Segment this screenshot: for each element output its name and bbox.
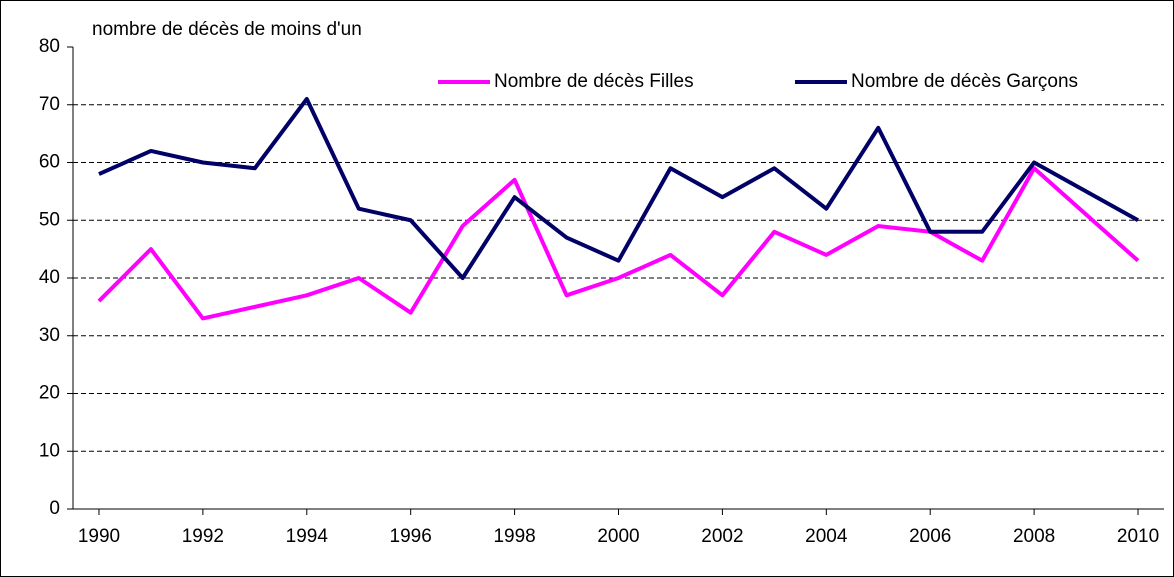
- y-tick-label: 50: [39, 209, 60, 230]
- x-tick-label: 2000: [597, 526, 639, 547]
- y-tick-label: 20: [39, 383, 60, 404]
- x-tick-label: 2010: [1117, 526, 1159, 547]
- y-tick-label: 30: [39, 325, 60, 346]
- y-axis-label: nombre de décès de moins d'un: [92, 19, 362, 40]
- series-line: [98, 96, 1139, 280]
- y-tick-label: 70: [39, 94, 60, 115]
- x-tick-label: 2008: [1013, 526, 1055, 547]
- x-tick-label: 1998: [493, 526, 535, 547]
- legend-background: [418, 62, 1153, 104]
- y-tick-label: 40: [39, 267, 60, 288]
- legend-label: Nombre de décès Garçons: [851, 71, 1078, 92]
- series-line: [97, 166, 1140, 321]
- x-tick-label: 1996: [390, 526, 432, 547]
- x-tick-label: 1994: [286, 526, 329, 547]
- x-tick-label: 1990: [78, 526, 120, 547]
- y-tick-label: 0: [49, 498, 60, 519]
- y-tick-label: 10: [39, 440, 60, 461]
- x-tick-label: 1992: [182, 526, 224, 547]
- legend-label: Nombre de décès Filles: [494, 71, 694, 92]
- y-tick-label: 80: [39, 36, 60, 57]
- x-tick-label: 2002: [701, 526, 743, 547]
- y-tick-label: 60: [39, 152, 60, 173]
- x-tick-label: 2004: [805, 526, 848, 547]
- x-tick-label: 2006: [909, 526, 951, 547]
